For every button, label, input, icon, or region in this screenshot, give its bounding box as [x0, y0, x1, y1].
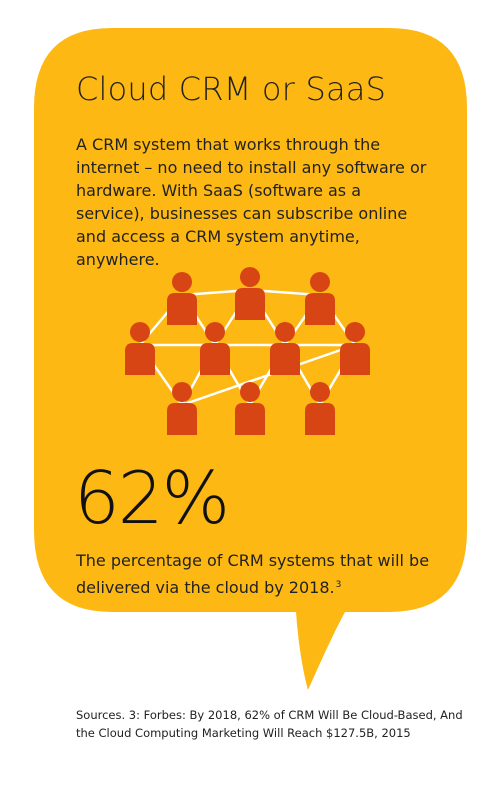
person-icon — [200, 322, 230, 375]
sources-footnote: Sources. 3: Forbes: By 2018, 62% of CRM … — [76, 708, 463, 740]
speech-bubble-shape — [34, 28, 467, 690]
description-text: A CRM system that works through the inte… — [76, 135, 427, 269]
person-icon — [305, 272, 335, 325]
person-icon — [167, 272, 197, 325]
speech-bubble — [34, 28, 467, 690]
person-icon — [167, 382, 197, 435]
people-network-icon — [125, 267, 370, 435]
stat-value: 62% — [74, 456, 230, 540]
person-icon — [235, 267, 265, 320]
person-icon — [340, 322, 370, 375]
stat-caption: The percentage of CRM systems that will … — [76, 549, 446, 600]
people-nodes — [125, 267, 370, 435]
person-icon — [125, 322, 155, 375]
person-icon — [270, 322, 300, 375]
stat-caption-text: The percentage of CRM systems that will … — [76, 551, 430, 597]
person-icon — [305, 382, 335, 435]
footnote-ref: 3 — [335, 580, 342, 590]
page-title: Cloud CRM or SaaS — [76, 70, 387, 108]
person-icon — [235, 382, 265, 435]
